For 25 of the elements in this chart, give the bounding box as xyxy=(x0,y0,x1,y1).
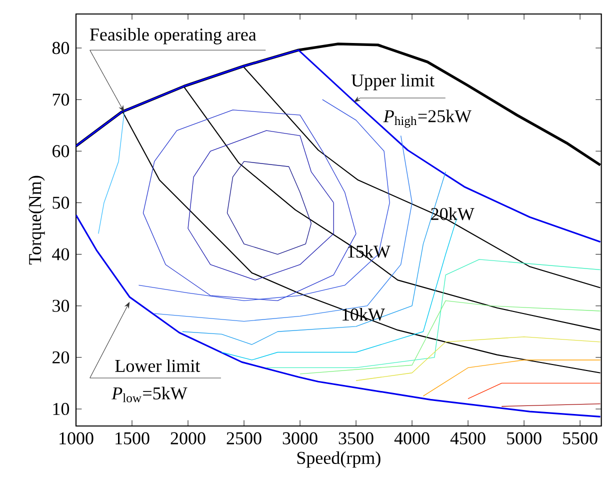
x-tick-label: 1000 xyxy=(60,432,94,444)
y-tick-label: 70 xyxy=(52,94,70,106)
y-axis-title: Torque(Nm) xyxy=(28,176,45,265)
y-tick-label: 10 xyxy=(53,402,70,416)
x-tick-label: 5000 xyxy=(507,432,542,444)
x-tick-label: 3500 xyxy=(338,432,374,444)
annotation: Lower limit xyxy=(115,359,200,372)
annotation: P$_{low}$=5kW xyxy=(112,386,188,402)
x-tick-label: 2000 xyxy=(170,432,206,444)
x-tick-label: 5500 xyxy=(563,432,598,444)
annotation: Upper limit xyxy=(351,74,434,90)
y-tick-label: 50 xyxy=(52,196,70,209)
y-tick-label: 80 xyxy=(52,42,70,54)
x-tick-label: 4000 xyxy=(394,432,430,444)
y-tick-label: 30 xyxy=(52,300,70,312)
x-tick-label: 4500 xyxy=(450,432,486,444)
x-axis-title: Speed(rpm) xyxy=(297,451,380,468)
annotation: P$_{high}$=25kW xyxy=(383,110,472,128)
y-tick-label: 40 xyxy=(52,248,70,260)
x-tick-label: 2500 xyxy=(226,432,262,444)
x-tick-label: 1500 xyxy=(116,432,150,444)
annotation: Feasible operating area xyxy=(90,28,256,44)
y-tick-label: 60 xyxy=(52,145,70,158)
x-tick-label: 3000 xyxy=(282,432,318,444)
y-tick-label: 20 xyxy=(52,351,70,364)
